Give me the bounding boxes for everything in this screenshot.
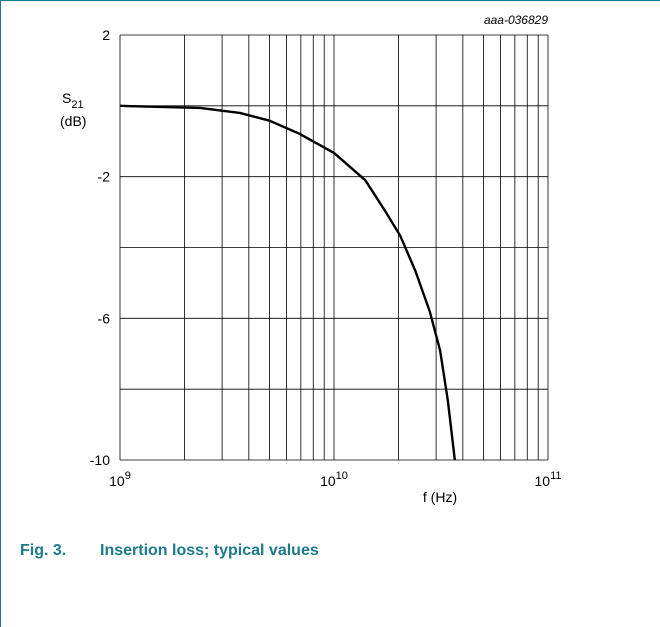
x-tick-exponent: 11 xyxy=(550,470,561,482)
y-tick-label: 2 xyxy=(102,27,110,43)
x-tick-label: 1010 xyxy=(320,470,348,489)
y-tick-label: -6 xyxy=(98,310,111,326)
x-tick-label: 1011 xyxy=(535,470,562,489)
series-line xyxy=(119,104,457,461)
x-tick-base: 10 xyxy=(109,473,125,489)
caption-text: Insertion loss; typical values xyxy=(100,542,319,559)
y-tick-label: -10 xyxy=(90,452,110,468)
caption-number: Fig. 3. xyxy=(20,542,66,559)
y-label-subscript: 21 xyxy=(71,99,83,111)
figure-code: aaa-036829 xyxy=(484,13,548,27)
x-tick-exponent: 10 xyxy=(336,470,348,482)
y-tick-label: -2 xyxy=(98,169,111,185)
x-axis-label: f (Hz) xyxy=(423,489,457,505)
x-tick-base: 10 xyxy=(535,473,551,489)
y-axis-unit: (dB) xyxy=(60,113,86,129)
x-tick-exponent: 9 xyxy=(125,470,131,482)
x-tick-label: 109 xyxy=(109,470,131,489)
y-label-symbol: S xyxy=(62,90,71,106)
y-axis-label: S21 xyxy=(62,90,84,111)
x-tick-base: 10 xyxy=(320,473,336,489)
